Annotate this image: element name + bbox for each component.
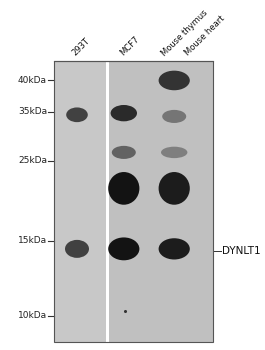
Ellipse shape	[108, 237, 139, 260]
Ellipse shape	[161, 147, 187, 158]
Text: DYNLT1: DYNLT1	[222, 245, 261, 256]
Text: Mouse heart: Mouse heart	[183, 14, 227, 57]
Text: 25kDa: 25kDa	[18, 156, 47, 165]
Bar	[106, 61, 109, 342]
Text: Mouse thymus: Mouse thymus	[160, 8, 209, 57]
Bar	[54, 61, 106, 342]
Bar	[109, 61, 213, 342]
Ellipse shape	[159, 238, 190, 259]
Ellipse shape	[111, 105, 137, 121]
Text: MCF7: MCF7	[119, 35, 142, 57]
Ellipse shape	[159, 71, 190, 90]
Ellipse shape	[65, 240, 89, 258]
Text: 10kDa: 10kDa	[18, 312, 47, 320]
Ellipse shape	[112, 146, 136, 159]
Ellipse shape	[108, 172, 139, 205]
Ellipse shape	[162, 110, 186, 123]
Bar	[54, 61, 213, 342]
Text: 40kDa: 40kDa	[18, 76, 47, 85]
Ellipse shape	[66, 107, 88, 122]
Text: 35kDa: 35kDa	[18, 107, 47, 116]
Ellipse shape	[159, 172, 190, 205]
Text: 15kDa: 15kDa	[18, 236, 47, 245]
Text: 293T: 293T	[71, 36, 92, 57]
